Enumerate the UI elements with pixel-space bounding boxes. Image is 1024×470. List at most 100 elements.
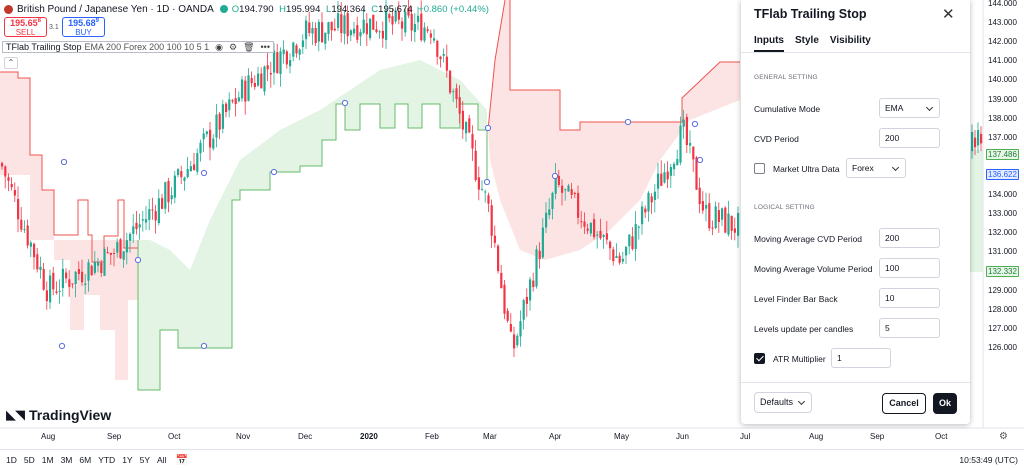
price-tag-top: 137.486 — [986, 149, 1019, 160]
candle-body — [564, 189, 567, 191]
candle-body — [701, 201, 704, 211]
candle-body — [977, 130, 980, 146]
candle-body — [452, 91, 455, 93]
tab-visibility[interactable]: Visibility — [829, 35, 871, 46]
candle-body — [650, 196, 653, 203]
buy-price: 195.68 — [68, 18, 96, 28]
ok-button[interactable]: Ok — [933, 393, 957, 414]
level-marker — [551, 172, 559, 180]
range-ytd[interactable]: YTD — [98, 455, 116, 465]
ma-cvd-label: Moving Average CVD Period — [754, 234, 863, 244]
indicator-settings-dialog: TFlab Trailing Stop ✕ Inputs Style Visib… — [741, 0, 970, 424]
candle-body — [449, 70, 452, 93]
candle-body — [602, 234, 605, 237]
candle-body — [609, 241, 612, 249]
candle-body — [81, 271, 84, 283]
candle-body — [260, 73, 263, 89]
axis-settings-icon[interactable]: ⚙ — [999, 431, 1008, 442]
sell-button[interactable]: 195.658 SELL — [4, 17, 47, 37]
tab-style[interactable]: Style — [795, 35, 819, 46]
candle-body — [228, 99, 231, 111]
clock[interactable]: 10:53:49 (UTC) — [959, 455, 1018, 465]
bear-line-right — [487, 0, 740, 131]
candle-body — [42, 268, 45, 290]
candle-body — [269, 73, 272, 75]
more-icon[interactable]: ••• — [260, 42, 270, 52]
candle-body — [317, 21, 320, 42]
candle-body — [221, 104, 224, 129]
candle-body — [193, 164, 196, 171]
range-3m[interactable]: 3M — [60, 455, 73, 465]
price-tick-label: 128.000 — [988, 304, 1017, 314]
collapse-legend-icon[interactable]: ⌃ — [4, 57, 18, 69]
candle-body — [570, 189, 573, 195]
level-markers — [58, 99, 704, 350]
candle-body — [455, 88, 458, 100]
delete-icon[interactable]: 🗑 — [243, 41, 255, 52]
candle-body — [180, 171, 183, 178]
symbol-title[interactable]: British Pound / Japanese Yen · 1D · OAND… — [17, 3, 214, 15]
levels-update-input[interactable]: 5 — [879, 318, 940, 338]
candle-body — [375, 29, 378, 33]
candle-body — [468, 118, 471, 133]
settings-icon[interactable]: ⚙ — [229, 41, 238, 52]
price-tag-low: 132.332 — [986, 266, 1019, 277]
price-tick-label: 131.000 — [988, 247, 1017, 257]
candle-body — [589, 222, 592, 234]
level-marker — [484, 124, 492, 132]
levels-update-label: Levels update per candles — [754, 324, 854, 334]
candle-body — [125, 240, 128, 253]
candle-body — [10, 183, 13, 188]
price-tick-label: 139.000 — [988, 94, 1017, 104]
candle-body — [68, 279, 71, 287]
flag-icon — [4, 4, 13, 14]
atr-checkbox[interactable] — [754, 353, 765, 364]
candle-body — [673, 163, 676, 170]
candle-body — [612, 249, 615, 262]
ma-cvd-input[interactable]: 200 — [879, 228, 940, 248]
cumulative-mode-label: Cumulative Mode — [754, 104, 821, 114]
level-marker — [696, 156, 704, 164]
indicator-name[interactable]: TFlab Trailing Stop — [6, 42, 82, 52]
level-finder-input[interactable]: 10 — [879, 288, 940, 308]
range-5y[interactable]: 5Y — [139, 455, 150, 465]
candle-body — [295, 45, 298, 54]
buy-button[interactable]: 195.689 BUY — [62, 17, 105, 37]
time-tick-label: Nov — [236, 432, 251, 441]
range-1d[interactable]: 1D — [6, 455, 17, 465]
cumulative-mode-select[interactable]: EMA — [879, 98, 940, 118]
time-tick-label: May — [614, 432, 630, 441]
ma-volume-input[interactable]: 100 — [879, 258, 940, 278]
bottom-toolbar: 1D 5D 1M 3M 6M YTD 1Y 5Y All 📅 10:53:49 … — [0, 449, 1024, 470]
ma-volume-label: Moving Average Volume Period — [754, 264, 873, 274]
range-6m[interactable]: 6M — [79, 455, 92, 465]
range-all[interactable]: All — [157, 455, 167, 465]
candle-body — [429, 33, 432, 38]
candle-body — [199, 142, 202, 154]
range-5d[interactable]: 5D — [23, 455, 35, 465]
defaults-button[interactable]: Defaults — [754, 392, 812, 413]
calendar-icon[interactable]: 📅 — [175, 454, 188, 466]
price-tick-label: 140.000 — [988, 75, 1017, 85]
time-tick-label: Aug — [41, 432, 56, 441]
market-ultra-checkbox[interactable] — [754, 163, 765, 174]
range-1y[interactable]: 1Y — [122, 455, 133, 465]
candle-body — [599, 230, 602, 239]
tab-inputs[interactable]: Inputs — [754, 35, 784, 52]
candle-body — [218, 113, 221, 130]
atr-input[interactable]: 1 — [831, 348, 891, 368]
cvd-period-input[interactable]: 200 — [879, 128, 940, 148]
candle-body — [481, 189, 484, 191]
time-tick-label: Apr — [549, 432, 562, 441]
sell-label: SELL — [15, 28, 36, 37]
close-icon[interactable]: ✕ — [942, 6, 955, 23]
candle-body — [186, 169, 189, 178]
trailing-stop-bands — [0, 0, 983, 391]
indicator-legend[interactable]: TFlab Trailing Stop EMA 200 Forex 200 10… — [2, 41, 274, 53]
market-ultra-select[interactable]: Forex — [846, 158, 906, 178]
cancel-button[interactable]: Cancel — [882, 393, 926, 414]
range-1m[interactable]: 1M — [41, 455, 54, 465]
eye-icon[interactable]: ◉ — [215, 41, 223, 52]
